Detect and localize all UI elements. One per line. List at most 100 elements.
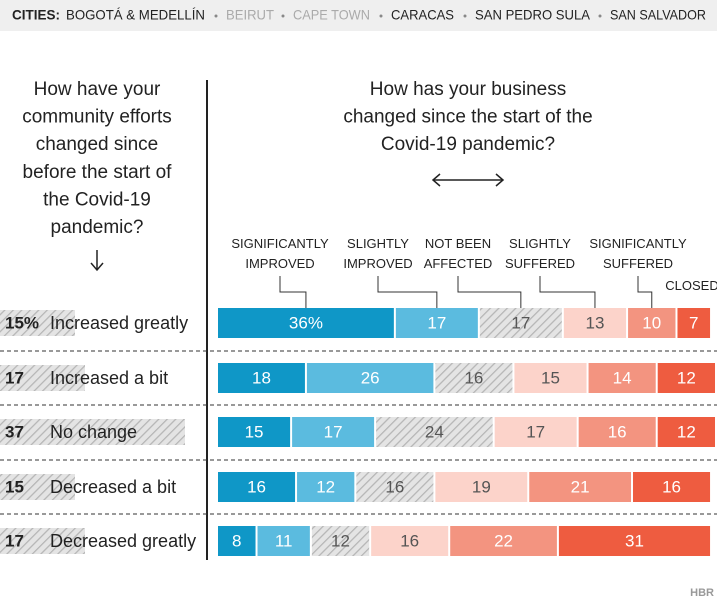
segment-label: 11 bbox=[275, 531, 293, 550]
bar-segment bbox=[257, 526, 310, 556]
segment-label: 21 bbox=[571, 477, 590, 496]
segment-label: 16 bbox=[385, 477, 404, 496]
bar-segment bbox=[558, 526, 711, 556]
segment-label: 12 bbox=[677, 422, 696, 441]
segment-label: 26 bbox=[361, 368, 380, 387]
row-label: No change bbox=[50, 422, 137, 442]
down-arrow bbox=[90, 250, 104, 272]
segment-label: 17 bbox=[511, 313, 530, 332]
left-title: changed since bbox=[36, 134, 159, 155]
segment-label: 8 bbox=[232, 531, 241, 550]
left-bar bbox=[0, 419, 185, 445]
bar-segment bbox=[677, 308, 711, 338]
separator bbox=[463, 14, 467, 18]
city-filter[interactable]: SAN PEDRO SULA bbox=[475, 7, 591, 23]
left-title: community efforts bbox=[22, 107, 172, 128]
legend-connector bbox=[457, 276, 522, 308]
segment-label: 17 bbox=[427, 313, 446, 332]
separator bbox=[214, 14, 218, 18]
legend-connector bbox=[637, 276, 653, 308]
city-filter[interactable]: SAN SALVADOR bbox=[610, 7, 706, 23]
row-label: Increased greatly bbox=[50, 313, 188, 333]
right-title: How has your business bbox=[370, 79, 566, 100]
legend-connector bbox=[539, 276, 596, 308]
segment-label: 19 bbox=[472, 477, 491, 496]
segment-label: 10 bbox=[642, 313, 661, 332]
bar-segment bbox=[306, 363, 434, 393]
bar-segment bbox=[514, 363, 587, 393]
filter-label: CITIES: bbox=[12, 7, 60, 23]
legend-connector bbox=[377, 276, 438, 308]
legend-entry: CLOSED bbox=[665, 278, 717, 293]
segment-label: 14 bbox=[613, 368, 632, 387]
left-value: 17 bbox=[5, 531, 24, 550]
left-title: pandemic? bbox=[51, 217, 144, 238]
bar-segment bbox=[479, 308, 562, 338]
segment-label: 17 bbox=[526, 422, 545, 441]
row-label: Increased a bit bbox=[50, 368, 168, 388]
bar-segment bbox=[435, 363, 513, 393]
left-bar bbox=[0, 365, 85, 391]
left-bar bbox=[0, 474, 75, 500]
legend-entry: SIGNIFICANTLY IMPROVED bbox=[231, 236, 329, 271]
filter-bar bbox=[0, 0, 717, 31]
bar-segment bbox=[311, 526, 370, 556]
row-label: Decreased greatly bbox=[50, 531, 196, 551]
city-filter[interactable]: CARACAS bbox=[391, 7, 454, 23]
segment-label: 15 bbox=[245, 422, 264, 441]
bar-segment bbox=[578, 417, 656, 447]
legend-connector bbox=[279, 276, 307, 308]
bar-segment bbox=[563, 308, 627, 338]
bar-segment bbox=[297, 472, 355, 502]
bar-segment bbox=[450, 526, 557, 556]
source-logo: HBR bbox=[690, 587, 714, 599]
bar-segment bbox=[633, 472, 711, 502]
bar-segment bbox=[371, 526, 449, 556]
right-title: changed since the start of the bbox=[343, 107, 592, 128]
segment-label: 7 bbox=[689, 313, 698, 332]
bar-segment bbox=[218, 417, 291, 447]
left-title: before the start of bbox=[23, 162, 173, 183]
segment-label: 16 bbox=[662, 477, 681, 496]
bar-segment bbox=[529, 472, 632, 502]
city-filter[interactable]: BOGOTÁ & MEDELLÍN bbox=[66, 7, 205, 23]
left-bar bbox=[0, 310, 75, 336]
bar-segment bbox=[292, 417, 375, 447]
left-title: the Covid-19 bbox=[43, 189, 151, 210]
legend-entry: SLIGHTLY IMPROVED bbox=[343, 236, 412, 271]
double-arrow bbox=[431, 173, 505, 187]
left-title: How have your bbox=[34, 79, 161, 100]
bar-segment bbox=[494, 417, 577, 447]
legend-entry: SIGNIFICANTLY SUFFERED bbox=[589, 236, 687, 271]
city-filter[interactable]: BEIRUT bbox=[226, 7, 274, 23]
segment-label: 12 bbox=[316, 477, 335, 496]
segment-label: 16 bbox=[400, 531, 419, 550]
bar-segment bbox=[356, 472, 434, 502]
separator bbox=[598, 14, 602, 18]
bar-segment bbox=[435, 472, 528, 502]
segment-label: 16 bbox=[247, 477, 266, 496]
right-title: Covid-19 pandemic? bbox=[381, 134, 555, 155]
bar-segment bbox=[376, 417, 493, 447]
segment-label: 16 bbox=[464, 368, 483, 387]
bar-segment bbox=[218, 526, 256, 556]
bar-segment bbox=[218, 363, 305, 393]
segment-label: 12 bbox=[331, 531, 350, 550]
left-value: 15% bbox=[5, 313, 39, 332]
left-value: 17 bbox=[5, 368, 24, 387]
segment-label: 36% bbox=[289, 313, 323, 332]
bar-segment bbox=[218, 308, 394, 338]
segment-label: 17 bbox=[324, 422, 343, 441]
segment-label: 15 bbox=[541, 368, 560, 387]
segment-label: 18 bbox=[252, 368, 271, 387]
segment-label: 12 bbox=[677, 368, 696, 387]
segment-label: 16 bbox=[608, 422, 627, 441]
legend-entry: SLIGHTLY SUFFERED bbox=[505, 236, 575, 271]
segment-label: 31 bbox=[625, 531, 644, 550]
left-bar bbox=[0, 528, 85, 554]
city-filter[interactable]: CAPE TOWN bbox=[293, 7, 370, 23]
row-label: Decreased a bit bbox=[50, 477, 176, 497]
separator bbox=[379, 14, 383, 18]
bar-segment bbox=[657, 417, 715, 447]
